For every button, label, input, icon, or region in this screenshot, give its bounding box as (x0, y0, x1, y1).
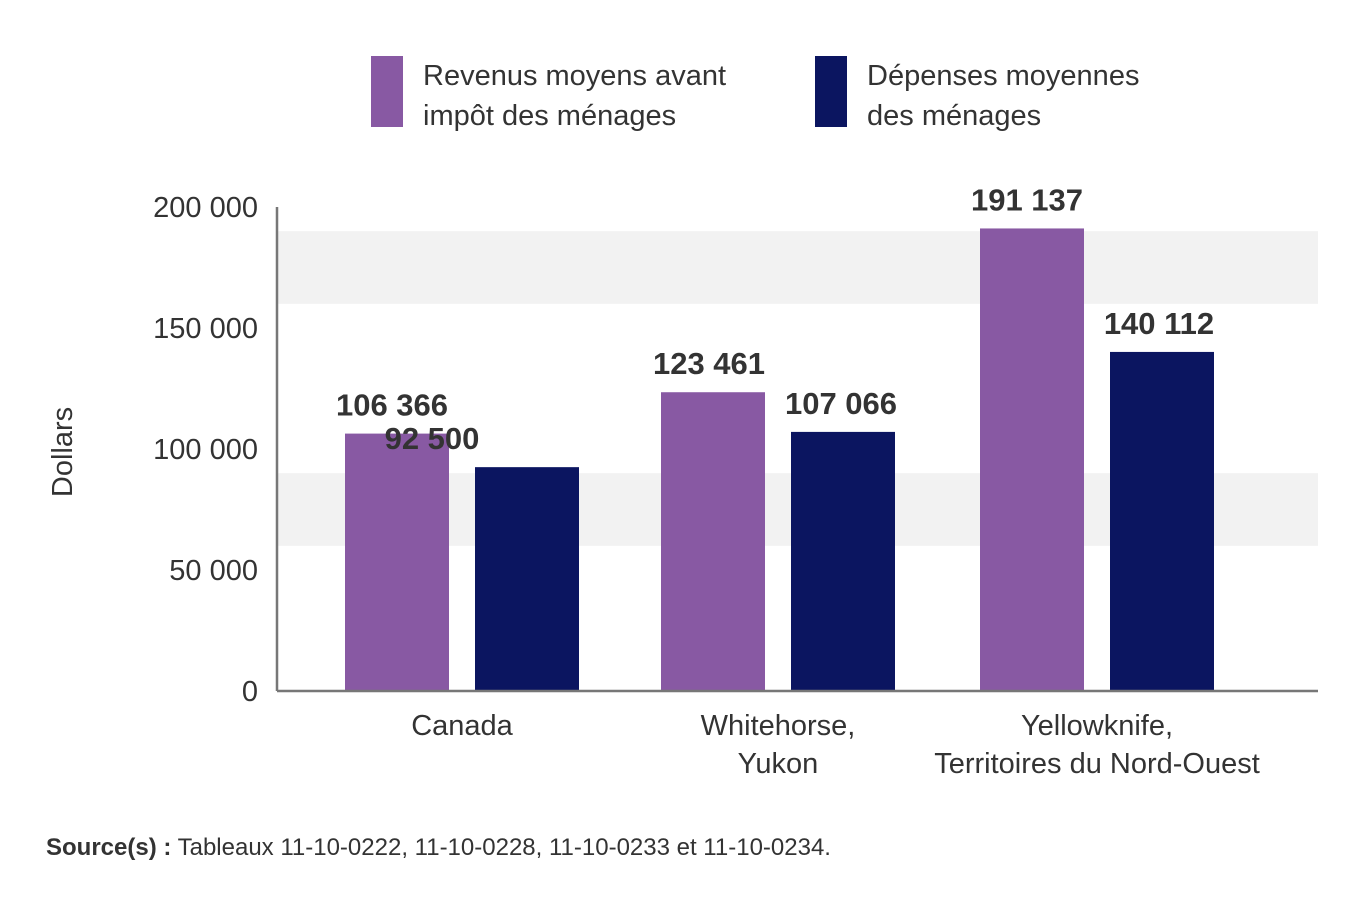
data-label: 191 137 (971, 182, 1083, 217)
x-tick-label: Canada (411, 710, 513, 742)
bar (475, 467, 579, 691)
x-tick-label: Territoires du Nord-Ouest (934, 748, 1260, 780)
y-tick-label: 100 000 (153, 434, 258, 466)
x-tick-label: Whitehorse, (701, 710, 856, 742)
bar (345, 433, 449, 691)
bar (791, 431, 895, 691)
legend-swatch (815, 56, 847, 127)
data-label: 92 500 (385, 421, 480, 456)
y-tick-label: 200 000 (153, 192, 258, 224)
legend-label: impôt des ménages (423, 100, 676, 132)
data-label: 107 066 (785, 386, 897, 421)
x-tick-label: Yellowknife, (1021, 710, 1173, 742)
data-label: 123 461 (653, 346, 765, 381)
legend-label: Dépenses moyennes (867, 60, 1139, 92)
data-label: 140 112 (1104, 306, 1214, 341)
y-axis-label: Dollars (47, 407, 79, 497)
legend-swatch (371, 56, 403, 127)
bar (980, 228, 1084, 691)
y-tick-label: 50 000 (169, 555, 258, 587)
y-tick-label: 0 (242, 676, 258, 708)
source-label: Source(s) : (46, 834, 172, 861)
legend-label: des ménages (867, 100, 1041, 132)
x-tick-label: Yukon (738, 748, 819, 780)
legend-label: Revenus moyens avant (423, 60, 726, 92)
bar-chart: 0 50 000 100 000 150 000 200 000 Dollars 106 3… (47, 56, 1318, 780)
y-tick-label: 150 000 (153, 313, 258, 345)
bar (661, 392, 765, 691)
data-label: 106 366 (336, 388, 448, 423)
grid-band (277, 231, 1318, 304)
source-text: Tableaux 11-10-0222, 11-10-0228, 11-10-0… (177, 834, 831, 861)
source-note: Source(s) : Tableaux 11-10-0222, 11-10-0… (46, 834, 831, 862)
bar (1110, 351, 1214, 691)
